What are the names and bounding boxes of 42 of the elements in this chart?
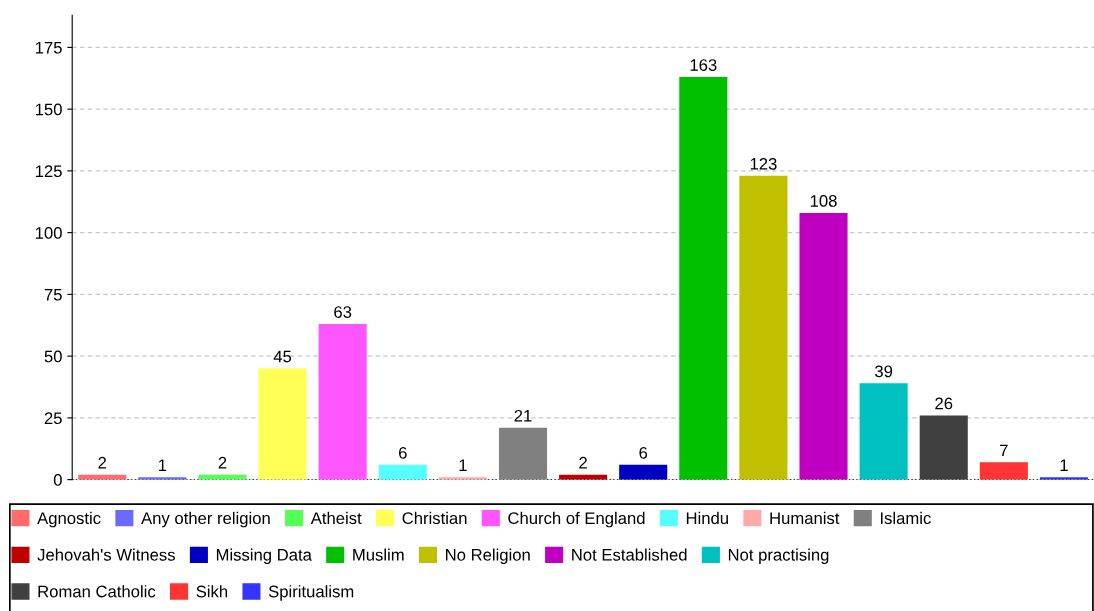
legend-label: Jehovah's Witness <box>37 548 175 561</box>
y-tick-label: 175 <box>35 41 62 54</box>
legend-label: No Religion <box>446 548 530 565</box>
data-label: 1 <box>1060 459 1068 471</box>
legend-label: Not practising <box>728 548 829 565</box>
legend-label: Atheist <box>310 511 362 525</box>
legend-label: Hindu <box>686 511 728 525</box>
legend-label: Agnostic <box>37 511 101 528</box>
y-tick-label: 125 <box>35 165 62 178</box>
data-label: 7 <box>1000 444 1008 457</box>
y-tick-label: 0 <box>53 474 62 486</box>
legend-label: Any other religion <box>141 511 270 528</box>
legend-label: Humanist <box>770 511 840 525</box>
legend-label: Missing Data <box>216 548 312 565</box>
data-label: 2 <box>218 456 227 469</box>
legend-label: Sikh <box>196 585 228 598</box>
y-tick-label: 75 <box>44 288 62 301</box>
data-label: 1 <box>159 459 167 471</box>
data-label: 123 <box>750 157 777 170</box>
legend-label: Church of England <box>508 511 645 528</box>
y-tick-label: 100 <box>35 227 62 239</box>
data-label: 2 <box>98 456 107 469</box>
legend-label: Christian <box>402 511 467 525</box>
legend-label: Muslim <box>353 548 404 561</box>
data-label: 108 <box>810 195 837 207</box>
data-label: 6 <box>639 446 648 459</box>
data-label: 63 <box>334 306 352 318</box>
data-label: 39 <box>875 365 893 378</box>
y-tick-label: 150 <box>35 103 62 116</box>
data-label: 1 <box>459 459 467 471</box>
data-label: 45 <box>273 350 292 363</box>
y-tick-label: 50 <box>44 350 62 363</box>
legend-label: Roman Catholic <box>38 585 156 598</box>
legend-label: Islamic <box>880 511 931 525</box>
data-label: 6 <box>399 446 407 459</box>
y-tick-label: 25 <box>44 412 62 425</box>
data-label: 163 <box>690 59 717 71</box>
data-label: 21 <box>514 409 532 422</box>
data-label: 2 <box>579 456 587 469</box>
data-label: 26 <box>935 397 953 410</box>
legend-label: Not Established <box>572 548 687 561</box>
legend-label: Spiritualism <box>268 585 354 601</box>
